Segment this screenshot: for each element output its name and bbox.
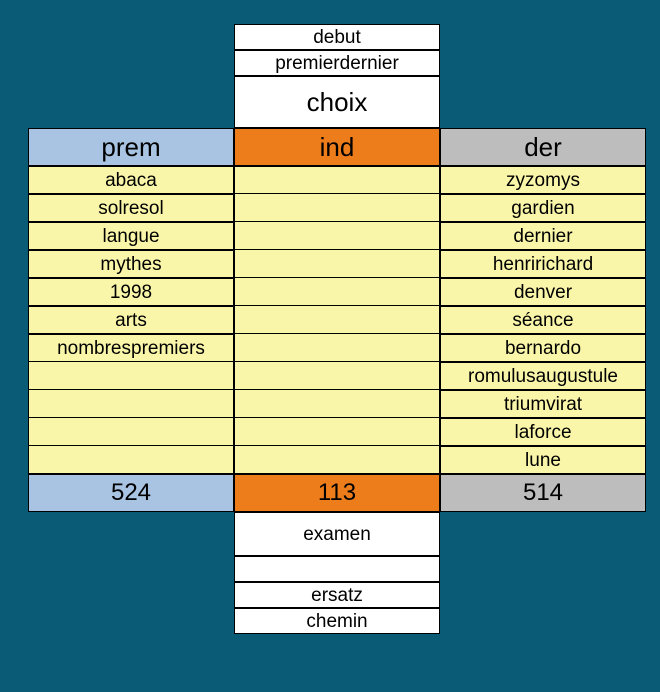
bottom-ersatz: ersatz xyxy=(234,582,440,608)
cell-ind-3 xyxy=(234,250,440,278)
cell-prem-8 xyxy=(28,390,234,418)
header-prem: prem xyxy=(28,128,234,166)
cell-prem-3: mythes xyxy=(28,250,234,278)
footer-der: 514 xyxy=(440,474,646,512)
cell-prem-10 xyxy=(28,446,234,474)
cell-der-10: lune xyxy=(440,446,646,474)
cell-ind-8 xyxy=(234,390,440,418)
header-der: der xyxy=(440,128,646,166)
header-ind: ind xyxy=(234,128,440,166)
top-debut: debut xyxy=(234,24,440,50)
cell-ind-9 xyxy=(234,418,440,446)
cell-ind-5 xyxy=(234,306,440,334)
cell-prem-7 xyxy=(28,362,234,390)
cell-der-0: zyzomys xyxy=(440,166,646,194)
cell-der-5: séance xyxy=(440,306,646,334)
footer-ind: 113 xyxy=(234,474,440,512)
cell-ind-10 xyxy=(234,446,440,474)
cell-der-1: gardien xyxy=(440,194,646,222)
footer-prem: 524 xyxy=(28,474,234,512)
top-choix: choix xyxy=(234,76,440,128)
cell-ind-4 xyxy=(234,278,440,306)
cell-prem-5: arts xyxy=(28,306,234,334)
cell-der-3: henririchard xyxy=(440,250,646,278)
bottom-chemin: chemin xyxy=(234,608,440,634)
bottom-examen: examen xyxy=(234,512,440,556)
bottom-gap xyxy=(234,556,440,582)
cell-der-8: triumvirat xyxy=(440,390,646,418)
cell-der-4: denver xyxy=(440,278,646,306)
cell-der-2: dernier xyxy=(440,222,646,250)
cell-prem-2: langue xyxy=(28,222,234,250)
cell-ind-1 xyxy=(234,194,440,222)
cell-prem-1: solresol xyxy=(28,194,234,222)
cell-der-7: romulusaugustule xyxy=(440,362,646,390)
cell-ind-0 xyxy=(234,166,440,194)
cell-der-9: laforce xyxy=(440,418,646,446)
diagram-canvas: { "geom": { "col": { "x0": 28, "x1": 234… xyxy=(0,0,660,692)
cell-prem-9 xyxy=(28,418,234,446)
cell-der-6: bernardo xyxy=(440,334,646,362)
cell-prem-0: abaca xyxy=(28,166,234,194)
cell-prem-4: 1998 xyxy=(28,278,234,306)
top-premierdernier: premierdernier xyxy=(234,50,440,76)
cell-ind-2 xyxy=(234,222,440,250)
cell-ind-7 xyxy=(234,362,440,390)
cell-prem-6: nombrespremiers xyxy=(28,334,234,362)
cell-ind-6 xyxy=(234,334,440,362)
